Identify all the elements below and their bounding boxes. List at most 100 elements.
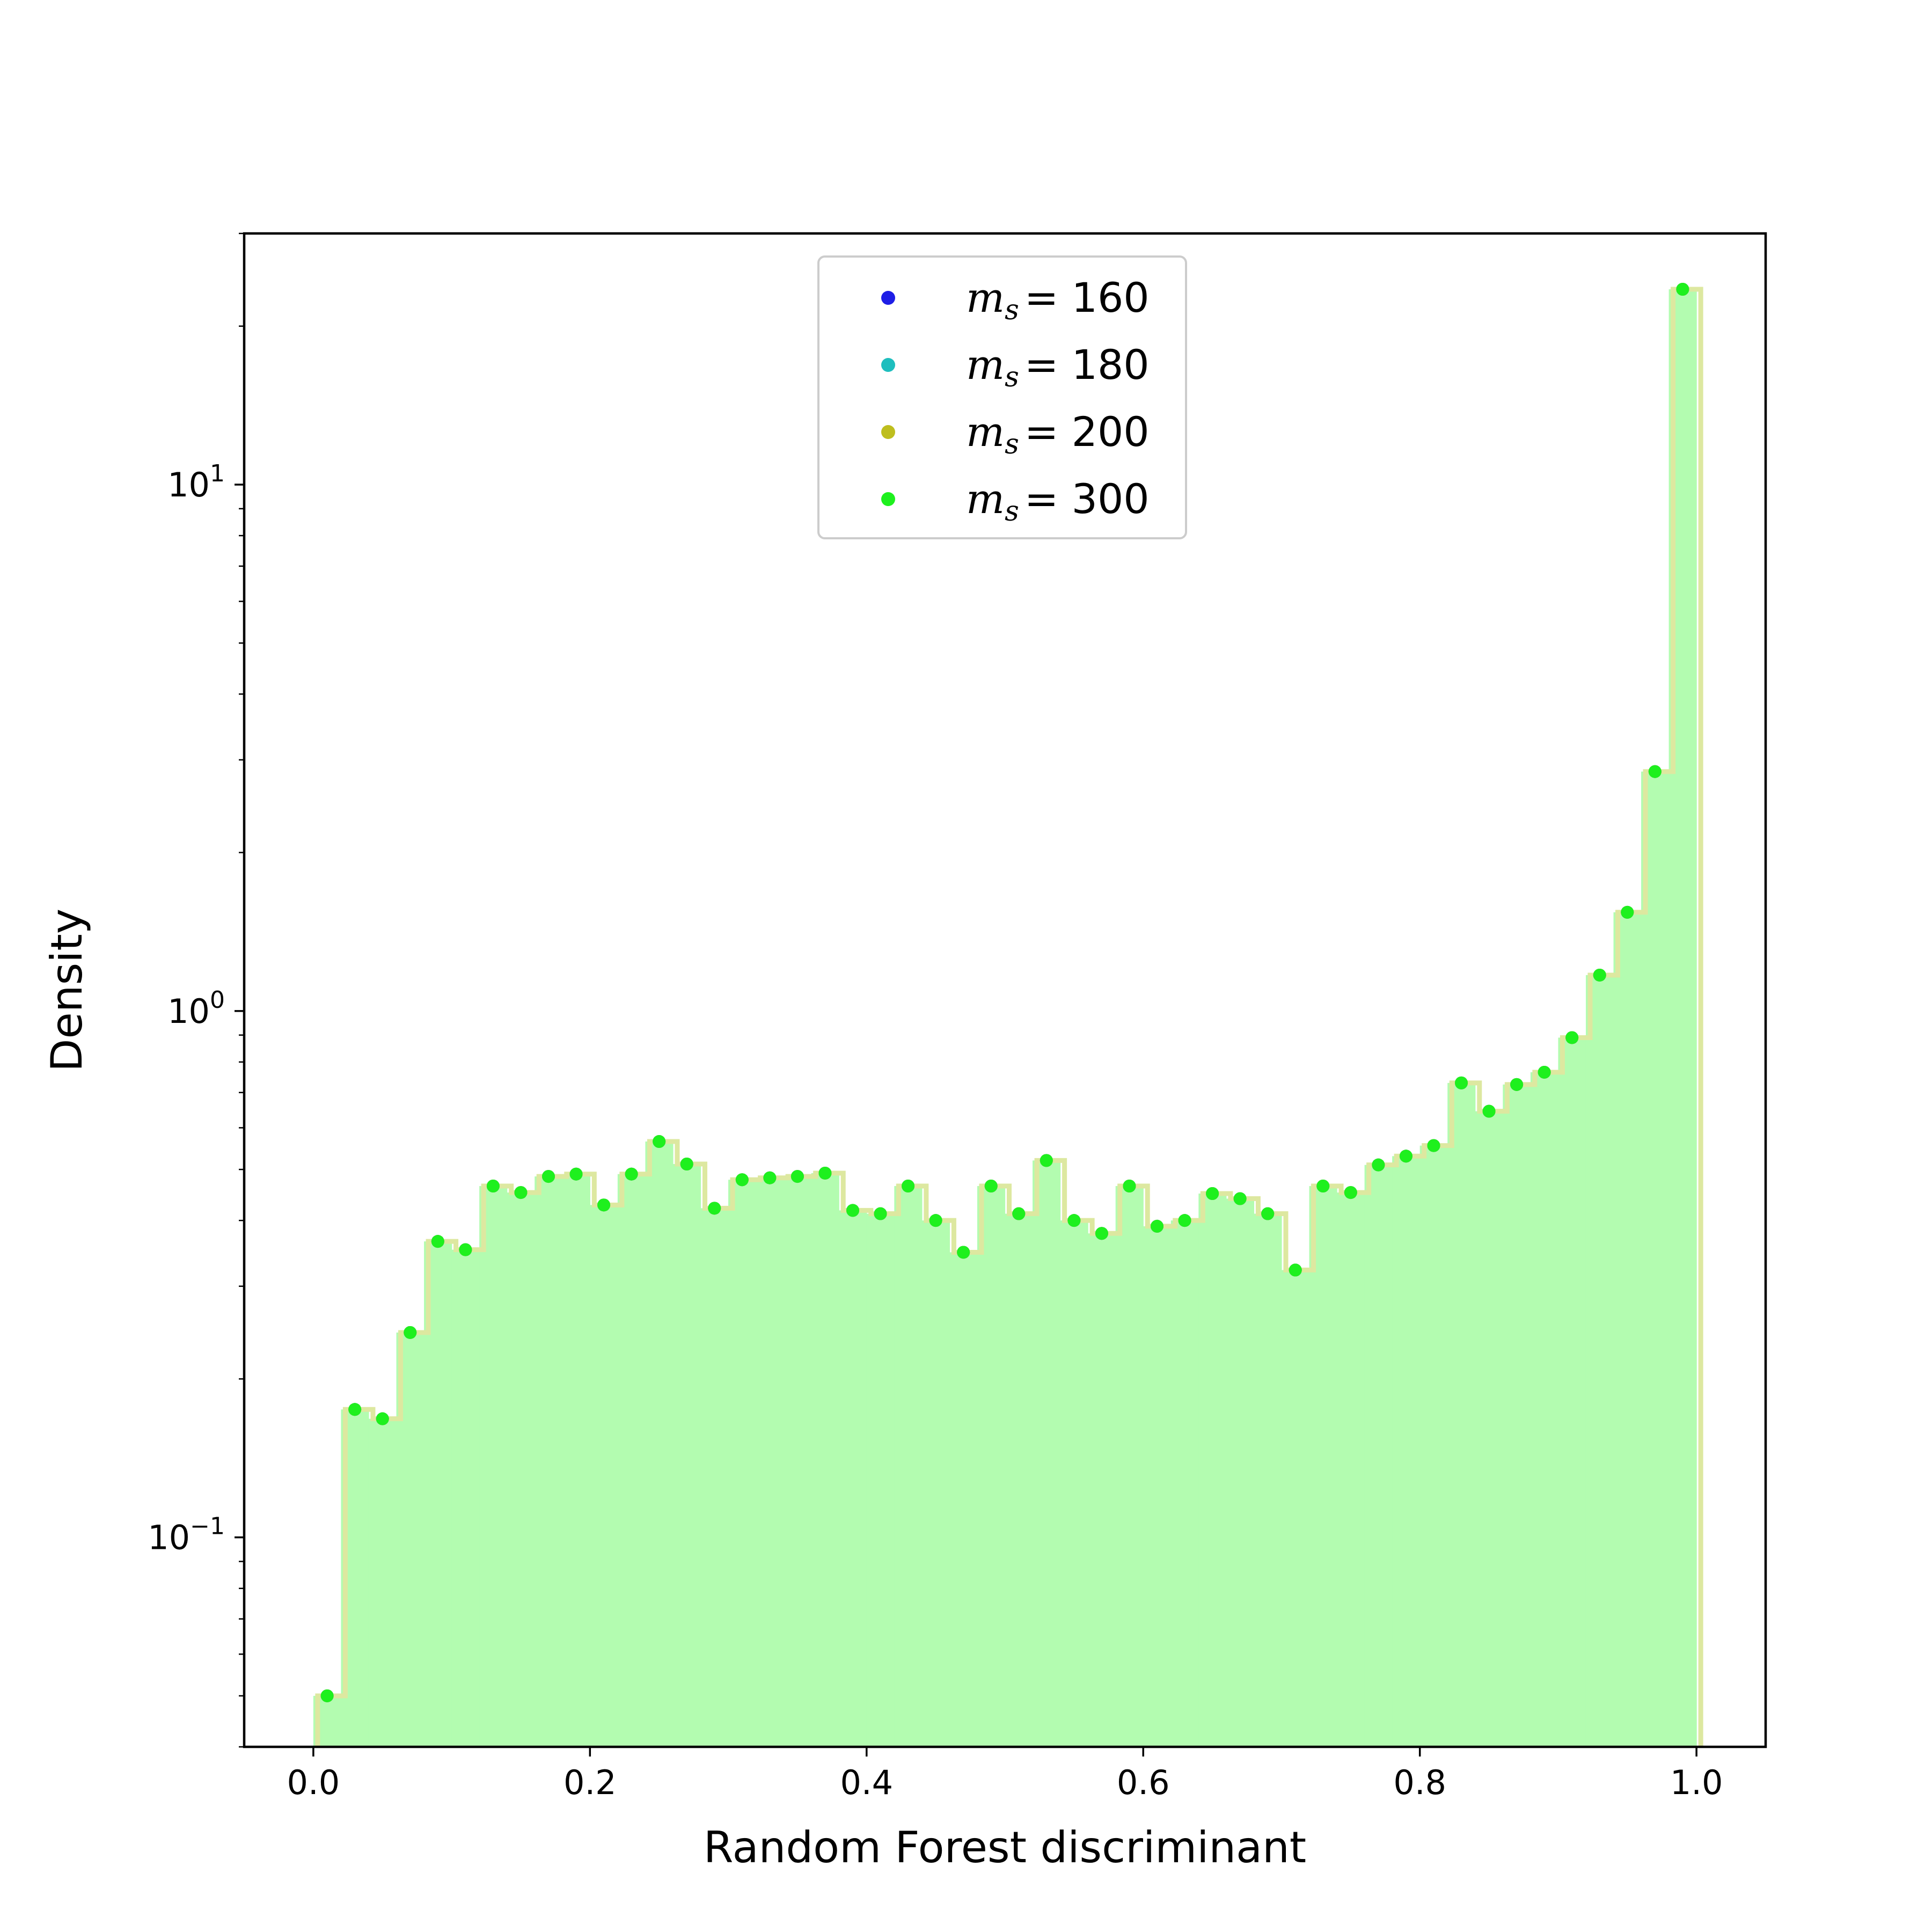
- data-point: [1233, 1192, 1247, 1205]
- data-point: [1067, 1214, 1081, 1227]
- legend-item-4: ms = 300: [881, 475, 1150, 528]
- x-tick-label: 1.0: [1670, 1763, 1723, 1802]
- histogram-bar: [562, 1174, 590, 1747]
- histogram-step-outline: [315, 287, 1703, 1747]
- data-point: [929, 1214, 942, 1227]
- histogram-bar: [1530, 1072, 1559, 1747]
- y-axis: 10−1 100 101: [148, 232, 244, 1748]
- data-point: [1372, 1158, 1385, 1172]
- data-point: [1178, 1214, 1191, 1227]
- x-axis-label: Random Forest discriminant: [704, 1823, 1306, 1872]
- data-point: [653, 1135, 666, 1148]
- histogram-bar: [1198, 1193, 1227, 1747]
- histogram-bar: [811, 1173, 839, 1747]
- histogram-bar: [368, 1418, 397, 1747]
- data-point: [735, 1173, 749, 1187]
- data-point: [763, 1171, 777, 1184]
- histogram-bar: [1641, 771, 1670, 1747]
- legend-label: ms = 200: [966, 408, 1150, 460]
- histogram-bar: [1419, 1145, 1448, 1747]
- histogram-bar: [1143, 1226, 1172, 1747]
- data-point: [874, 1207, 887, 1220]
- histogram-bar: [1364, 1165, 1393, 1747]
- data-point: [320, 1689, 334, 1702]
- legend-marker: [881, 358, 895, 372]
- data-point: [1206, 1187, 1219, 1200]
- legend-label: ms = 300: [966, 475, 1150, 528]
- data-point: [1510, 1078, 1524, 1091]
- histogram-bar: [839, 1210, 867, 1747]
- histogram-bar: [894, 1186, 923, 1747]
- data-point: [1261, 1207, 1275, 1220]
- histogram-bar: [1613, 912, 1642, 1747]
- data-point: [1289, 1263, 1302, 1277]
- data-point: [376, 1412, 389, 1425]
- data-point: [514, 1186, 528, 1199]
- data-point: [1040, 1154, 1053, 1167]
- data-point: [459, 1243, 472, 1256]
- data-point: [569, 1167, 583, 1181]
- data-point: [1399, 1150, 1413, 1163]
- histogram-bar: [1226, 1198, 1255, 1747]
- x-tick-label: 0.0: [287, 1763, 340, 1802]
- histogram-bar: [1503, 1084, 1531, 1747]
- y-tick-label: 101: [167, 460, 225, 504]
- histogram-bar: [1060, 1220, 1088, 1747]
- data-point: [431, 1235, 444, 1248]
- x-tick-label: 0.8: [1393, 1763, 1446, 1802]
- histogram-bar: [1281, 1270, 1310, 1747]
- data-point: [1344, 1186, 1357, 1199]
- legend-label: ms = 180: [966, 341, 1150, 393]
- axes-frame: [243, 232, 1767, 1748]
- data-point: [818, 1166, 832, 1180]
- histogram-bar: [590, 1205, 618, 1747]
- histogram-bar: [479, 1186, 508, 1747]
- legend-marker: [881, 291, 895, 305]
- data-point: [404, 1326, 417, 1339]
- legend-item-1: ms = 160: [881, 274, 1150, 326]
- data-point: [708, 1202, 721, 1215]
- data-point: [680, 1157, 693, 1170]
- data-point: [486, 1180, 500, 1193]
- data-point: [1482, 1104, 1496, 1118]
- histogram-bar: [784, 1176, 812, 1747]
- x-tick-label: 0.2: [564, 1763, 617, 1802]
- legend-marker: [881, 425, 895, 439]
- y-tick-label: 10−1: [148, 1513, 225, 1557]
- data-point: [791, 1170, 804, 1183]
- data-point: [1676, 283, 1689, 296]
- data-point: [597, 1198, 611, 1212]
- data-point: [542, 1170, 555, 1183]
- y-axis-label: Density: [42, 909, 92, 1072]
- legend: ms = 160 ms = 180 ms = 200 ms = 300: [817, 255, 1187, 539]
- histogram-bar: [1558, 1037, 1586, 1747]
- histogram-bar: [949, 1252, 978, 1747]
- data-point: [1455, 1076, 1468, 1089]
- x-axis: 0.0 0.2 0.4 0.6 0.8 1.0: [287, 1747, 1723, 1802]
- plot-area: [313, 283, 1703, 1747]
- histogram-bar: [672, 1163, 701, 1747]
- data-point: [902, 1180, 915, 1193]
- data-point: [1565, 1031, 1579, 1044]
- histogram-bar: [1337, 1192, 1365, 1747]
- histogram-bar: [1088, 1233, 1116, 1747]
- histogram-bar: [1475, 1111, 1503, 1747]
- data-point: [846, 1204, 859, 1217]
- histogram-bar: [535, 1176, 563, 1747]
- legend-marker: [881, 492, 895, 506]
- data-point: [625, 1167, 638, 1181]
- histogram-bar: [617, 1174, 646, 1747]
- histogram-bar: [977, 1186, 1006, 1747]
- plot-inner: [313, 283, 1703, 1747]
- histogram-bar: [756, 1177, 784, 1747]
- x-tick-label: 0.6: [1117, 1763, 1170, 1802]
- data-point: [1012, 1207, 1026, 1220]
- x-tick-label: 0.4: [840, 1763, 893, 1802]
- legend-item-2: ms = 180: [881, 341, 1150, 393]
- histogram-bar: [1254, 1213, 1282, 1747]
- data-point: [1593, 968, 1606, 982]
- histogram-bar: [1005, 1213, 1033, 1747]
- histogram-bar: [451, 1249, 480, 1747]
- histogram-bar: [866, 1213, 895, 1747]
